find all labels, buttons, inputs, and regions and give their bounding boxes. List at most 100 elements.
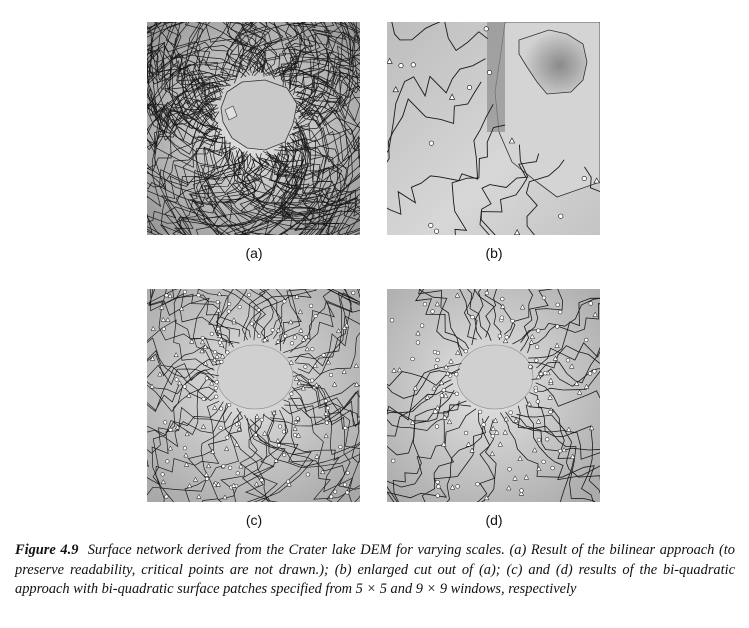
- ridge-line: [451, 124, 506, 235]
- ridge-line: [162, 289, 240, 344]
- ridge-line: [174, 145, 235, 235]
- peak-point: [292, 425, 298, 431]
- ridge-line: [221, 151, 277, 235]
- ridge-line: [147, 86, 215, 125]
- ridge-line: [263, 158, 315, 235]
- ridge-line: [294, 69, 360, 108]
- ridge-line: [299, 92, 360, 136]
- panel-a-label: (a): [245, 245, 263, 261]
- pit-point: [558, 213, 564, 219]
- pit-point: [283, 333, 288, 339]
- peak-point: [196, 493, 202, 499]
- ridge-line: [147, 150, 241, 224]
- ridge-line: [147, 97, 217, 128]
- ridge-line: [147, 99, 218, 145]
- pit-point: [455, 484, 460, 489]
- ridge-line: [293, 70, 360, 105]
- ridge-line: [147, 154, 245, 187]
- ridge-line: [254, 156, 337, 235]
- pit-point: [433, 364, 439, 369]
- ridge-line: [248, 22, 299, 71]
- peak-point: [313, 382, 320, 388]
- pit-point: [227, 402, 232, 408]
- pit-point: [415, 340, 421, 345]
- peak-point: [176, 380, 183, 386]
- pit-point: [434, 424, 440, 429]
- ridge-line: [286, 133, 360, 159]
- ridge-line: [387, 371, 457, 387]
- ridge-line: [536, 370, 600, 392]
- ridge-line: [219, 289, 247, 344]
- pit-point: [204, 376, 209, 381]
- peak-point: [294, 293, 300, 299]
- pit-point: [555, 324, 560, 329]
- panel-c-label: (c): [245, 512, 263, 528]
- ridge-line: [292, 371, 360, 463]
- pit-point: [454, 391, 459, 396]
- ridge-line: [272, 155, 328, 235]
- ridge-line: [233, 151, 291, 235]
- ridge-line: [242, 22, 265, 77]
- ridge-line: [239, 22, 293, 76]
- peak-point: [455, 349, 461, 355]
- peak-point: [548, 377, 554, 383]
- ridge-line: [289, 31, 360, 89]
- ridge-line: [527, 303, 600, 354]
- ridge-line: [284, 22, 354, 93]
- ridge-line: [232, 22, 257, 76]
- pit-point: [182, 446, 187, 451]
- ridge-line: [201, 136, 229, 235]
- pit-point: [507, 467, 512, 472]
- peak-point: [262, 430, 268, 436]
- peak-point: [184, 431, 190, 437]
- pit-point: [201, 396, 206, 401]
- ridge-line: [520, 289, 563, 343]
- ridge-line: [288, 75, 360, 106]
- peak-point: [438, 379, 445, 385]
- ridge-line: [221, 289, 262, 336]
- ridge-line: [300, 109, 360, 163]
- peak-point: [165, 316, 171, 322]
- pit-point: [217, 340, 222, 345]
- ridge-line: [147, 390, 218, 436]
- ridge-line: [147, 79, 219, 113]
- ridge-line: [293, 96, 360, 128]
- ridge-line: [185, 22, 222, 86]
- ridge-line: [147, 319, 215, 371]
- panel-c-image: [147, 289, 360, 502]
- ridge-line: [242, 22, 271, 76]
- pit-point: [256, 333, 262, 339]
- ridge-line: [253, 289, 312, 340]
- ridge-line: [258, 153, 360, 217]
- pit-point: [174, 377, 179, 382]
- ridge-line: [520, 289, 553, 352]
- ridge-line: [295, 22, 352, 114]
- ridge-line: [226, 22, 253, 73]
- peak-point: [446, 418, 453, 425]
- ridge-line: [524, 396, 594, 502]
- panel-b-label: (b): [485, 245, 503, 261]
- pit-point: [303, 335, 308, 340]
- ridge-line: [275, 22, 317, 75]
- ridge-line: [147, 22, 222, 95]
- pit-point: [419, 323, 425, 328]
- ridge-line: [279, 289, 301, 352]
- peak-point: [186, 482, 193, 488]
- pit-point: [259, 478, 264, 483]
- pit-point: [219, 359, 224, 364]
- peak-point: [159, 304, 165, 310]
- ridge-line: [296, 72, 360, 100]
- pit-point: [441, 388, 446, 393]
- ridge-line: [169, 22, 220, 90]
- peak-point: [341, 368, 347, 374]
- ridge-line: [244, 414, 360, 469]
- peak-point: [273, 457, 279, 463]
- pit-point: [565, 358, 571, 363]
- ridge-line: [264, 153, 295, 235]
- ridge-line: [147, 49, 240, 73]
- peak-point: [593, 177, 600, 184]
- peak-point: [300, 385, 306, 391]
- ridge-line: [261, 289, 317, 340]
- pit-point: [487, 69, 493, 75]
- pit-point: [534, 358, 539, 363]
